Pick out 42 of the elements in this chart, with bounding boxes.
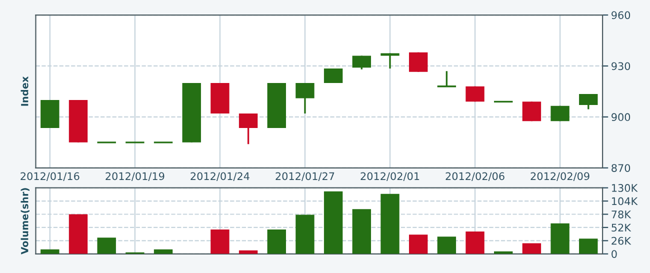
y-tick-label: 78K <box>612 210 632 218</box>
y-tick-label: 26K <box>612 236 632 245</box>
bar <box>380 194 400 254</box>
y-axis-title: Index <box>20 76 28 106</box>
candlestick <box>579 93 598 110</box>
bar <box>466 232 484 254</box>
x-tick-label: 2012/02/06 <box>446 172 504 181</box>
y-axis-title: Volume(shr) <box>20 188 30 254</box>
x-tick-label: 2012/01/19 <box>106 172 164 181</box>
candlestick <box>238 112 258 145</box>
bar <box>267 229 286 254</box>
y-tick-label: 930 <box>612 62 630 70</box>
bar <box>352 209 372 254</box>
bar <box>579 238 598 254</box>
x-tick-label: 2012/02/09 <box>530 172 590 181</box>
candlestick <box>352 54 372 70</box>
candlestick <box>436 70 457 88</box>
bar <box>522 243 542 254</box>
y-tick-label: 52K <box>612 224 632 232</box>
y-tick-label: 900 <box>612 113 630 122</box>
y-tick-label: 130K <box>612 184 638 192</box>
bar <box>324 191 343 254</box>
bar <box>408 234 428 254</box>
bar <box>68 214 88 254</box>
x-tick-label: 2012/01/27 <box>276 172 334 181</box>
bar <box>437 236 456 254</box>
x-tick-label: 2012/01/24 <box>190 172 250 181</box>
candlestick <box>296 82 314 114</box>
bar <box>296 214 314 254</box>
y-tick-label: 870 <box>612 164 630 172</box>
candlestick <box>522 100 542 122</box>
bar <box>550 223 570 254</box>
candlestick <box>324 68 343 83</box>
candlestick <box>408 52 428 73</box>
y-tick-label: 960 <box>612 11 630 20</box>
x-tick-label: 2012/01/16 <box>20 172 80 181</box>
y-tick-label: 104K <box>612 197 638 206</box>
x-tick-label: 2012/02/01 <box>360 172 420 181</box>
bar <box>210 229 230 254</box>
candlestick <box>380 52 400 70</box>
bar <box>97 238 116 254</box>
y-tick-label: 0 <box>612 250 617 258</box>
